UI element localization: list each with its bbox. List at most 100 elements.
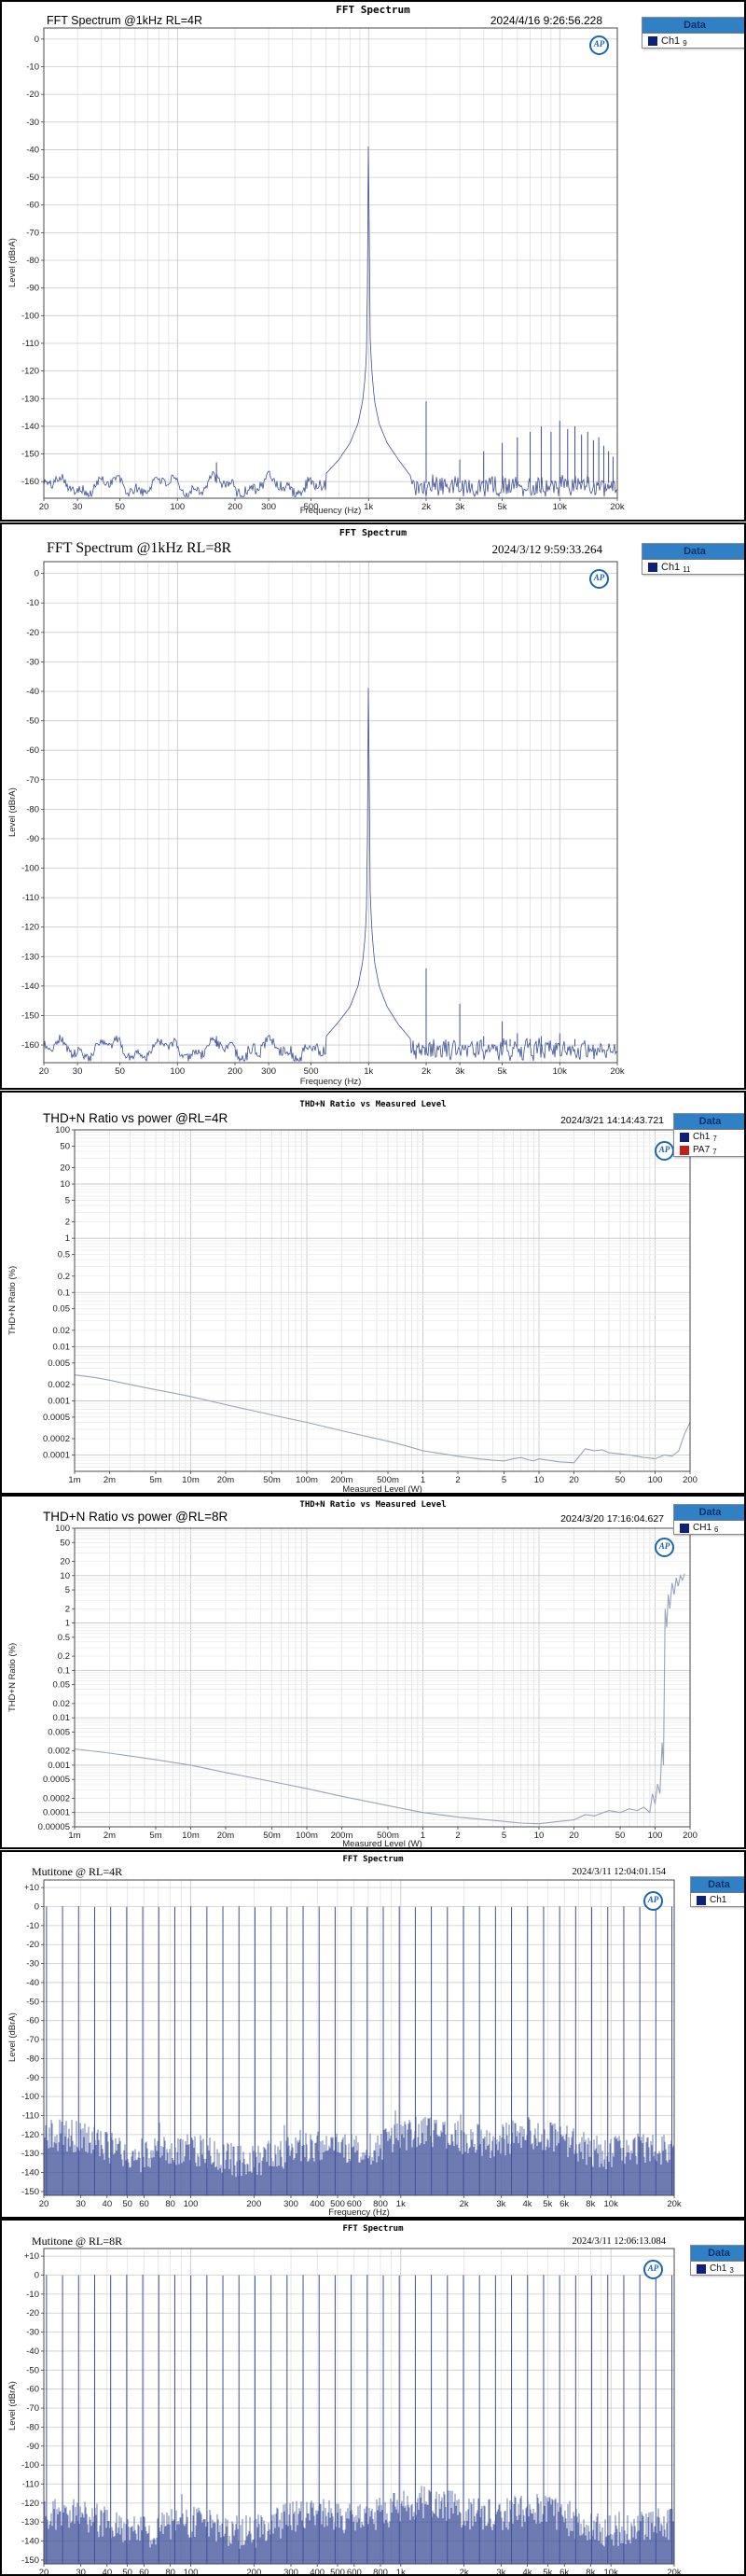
x-tick-label: 10k: [553, 1066, 568, 1077]
x-tick-label: 20: [569, 1831, 579, 1841]
y-tick-label: 50: [60, 1141, 70, 1151]
x-tick-label: 100: [184, 2568, 199, 2574]
print-header: FFT Spectrum: [338, 528, 408, 538]
legend-swatch: [697, 2263, 706, 2274]
y-tick-label: -100: [21, 311, 39, 321]
y-tick-label: -130: [21, 952, 39, 962]
x-tick-label: 1m: [68, 1831, 80, 1841]
x-tick-label: 2k: [421, 502, 431, 512]
x-axis-label: Measured Level (W): [342, 1839, 422, 1849]
x-tick-label: 200: [246, 2199, 261, 2209]
x-tick-label: 5m: [149, 1831, 161, 1841]
y-tick-label: -20: [26, 2308, 39, 2318]
x-tick-label: 50: [115, 502, 125, 512]
chart-timestamp: 2024/3/11 12:04:01.154: [572, 1867, 666, 1877]
legend: Data Ch1 9: [642, 17, 744, 49]
y-tick-label: -140: [21, 2168, 39, 2179]
x-tick-label: 2k: [421, 1066, 431, 1077]
y-tick-label: 10: [60, 1179, 70, 1190]
x-tick-label: 200: [228, 1066, 242, 1077]
y-tick-label: -140: [21, 982, 39, 992]
x-tick-label: 50: [615, 1475, 626, 1485]
x-tick-label: 20: [39, 502, 49, 512]
trace: [74, 1374, 691, 1464]
chart-title: Mutitone @ RL=8R: [32, 2235, 123, 2248]
x-tick-label: 200: [228, 502, 242, 512]
x-tick-label: 4k: [522, 2199, 532, 2209]
x-tick-label: 20k: [610, 502, 625, 512]
axis-tick-labels: 20 30 40 50 60 80 100 200 300 400 500 600 800 1k 2k 3k 4…: [21, 1883, 682, 2209]
x-tick-label: 500m: [377, 1475, 399, 1485]
x-tick-label: 80: [165, 2199, 175, 2209]
plot-svg-multitone-8r: 20 30 40 50 60 80 100 200 300 400 500 600 800 1k 2k 3k 4…: [21, 2248, 682, 2574]
legend-swatch: [648, 563, 657, 572]
x-tick-label: 20m: [217, 1475, 235, 1485]
ap-logo-icon: AP: [643, 1891, 663, 1911]
x-tick-label: 30: [76, 2568, 86, 2574]
y-tick-label: -110: [22, 339, 39, 349]
x-tick-label: 60: [139, 2568, 149, 2574]
legend: Data Ch1 7 PA7 7: [673, 1113, 744, 1157]
y-tick-label: -160: [21, 477, 39, 487]
y-tick-label: 1: [65, 1233, 70, 1244]
grid: [43, 562, 618, 1063]
y-tick-label: 0.2: [58, 1272, 70, 1282]
plot-border: [43, 2248, 675, 2565]
legend-count: 6: [714, 1525, 719, 1534]
x-tick-label: 10k: [604, 2568, 619, 2574]
x-axis-label: Measured Level (W): [342, 1484, 422, 1495]
x-tick-label: 80: [165, 2568, 175, 2574]
x-axis-label: Frequency (Hz): [44, 2573, 674, 2574]
legend-swatch: [680, 1523, 689, 1533]
y-tick-label: -10: [26, 2290, 39, 2300]
y-tick-label: -50: [26, 1997, 39, 2007]
y-tick-label: -70: [26, 228, 39, 238]
chart-title: FFT Spectrum @1kHz RL=8R: [47, 540, 232, 556]
chart-block-thd-vs-power-4r: 1m 2m 5m 10m 20m 50m 100m 200m 500m 1 2 5 10 20 50 100 2…: [0, 1091, 746, 1495]
ap-logo-icon: AP: [643, 2260, 663, 2279]
y-tick-label: -70: [26, 2403, 39, 2414]
y-tick-label: -40: [26, 1978, 39, 1988]
x-tick-label: 300: [261, 1066, 276, 1077]
legend-item: Ch1: [691, 1893, 744, 1906]
chart-block-thd-vs-power-8r: 1m 2m 5m 10m 20m 50m 100m 200m 500m 1 2 5 10 20 50 100 2…: [0, 1495, 746, 1849]
x-tick-label: 10k: [604, 2199, 619, 2209]
y-tick-label: -130: [21, 2149, 39, 2159]
y-tick-label: -160: [21, 1040, 39, 1051]
legend-header: Data: [642, 18, 744, 34]
y-tick-label: 100: [55, 1524, 70, 1534]
y-axis-label: THD+N Ratio (%): [7, 1642, 18, 1713]
plot-border: [43, 561, 618, 1064]
x-tick-label: 100: [170, 502, 185, 512]
y-tick-label: 0.2: [58, 1651, 70, 1662]
axis-tick-labels: 20 30 50 100 200 300 500 1k 2k 3k 5k 10k 20k 0 -10 -20 -…: [21, 35, 625, 512]
chart-block-fft-1khz-8r: 20 30 50 100 200 300 500 1k 2k 3k 5k 10k 20k 0 -10 -20 -…: [0, 522, 746, 1090]
x-tick-label: 5k: [543, 2568, 552, 2574]
x-tick-label: 3k: [496, 2568, 505, 2574]
x-tick-label: 800: [373, 2568, 388, 2574]
axis-tick-labels: 20 30 50 100 200 300 500 1k 2k 3k 5k 10k 20k 0 -10 -20 -…: [21, 569, 625, 1077]
y-tick-label: -110: [22, 2479, 39, 2489]
y-tick-label: -80: [26, 2422, 39, 2432]
axis-tick-labels: 1m 2m 5m 10m 20m 50m 100m 200m 500m 1 2 5 10 20 50 100 2…: [43, 1125, 698, 1485]
x-tick-label: 50m: [263, 1475, 281, 1485]
legend-count: 7: [712, 1148, 717, 1156]
x-tick-label: 800: [373, 2199, 388, 2209]
y-tick-label: -40: [26, 145, 39, 155]
legend-count: 7: [712, 1135, 717, 1143]
y-tick-label: -50: [26, 717, 39, 727]
trace: [43, 146, 618, 498]
y-tick-label: 0.05: [53, 1680, 71, 1691]
y-tick-label: 0.02: [53, 1699, 71, 1709]
y-tick-label: -60: [26, 2016, 39, 2026]
x-tick-label: 5: [502, 1831, 506, 1841]
x-tick-label: 100m: [296, 1475, 318, 1485]
x-tick-label: 1k: [364, 502, 373, 512]
y-tick-label: 10: [60, 1571, 70, 1581]
legend-swatch: [648, 36, 657, 46]
y-tick-label: -50: [26, 173, 39, 183]
chart-timestamp: 2024/3/21 14:14:43.721: [560, 1115, 664, 1126]
x-tick-label: 500: [304, 502, 319, 512]
x-tick-label: 50: [115, 1066, 125, 1077]
x-tick-label: 30: [76, 2199, 86, 2209]
